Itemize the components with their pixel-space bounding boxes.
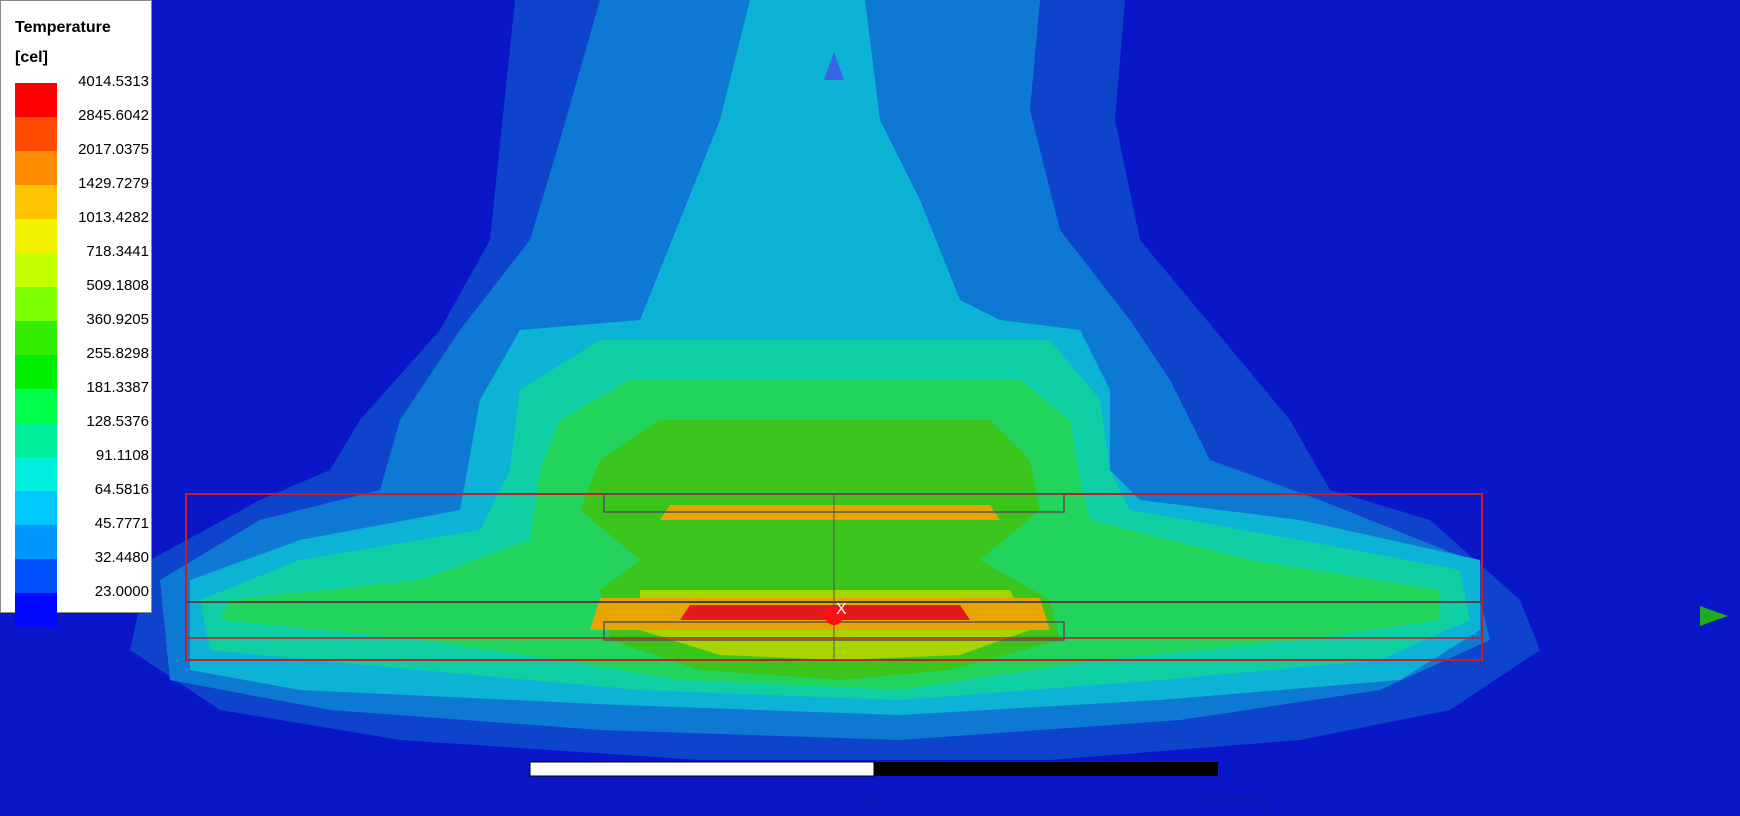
legend-value-label: 23.0000: [94, 583, 149, 600]
legend-swatch: [15, 253, 57, 287]
legend-value-label: 718.3441: [86, 243, 149, 260]
legend-swatch: [15, 219, 57, 253]
legend-value-label: 32.4480: [94, 549, 149, 566]
legend-value-label: 509.1808: [86, 277, 149, 294]
legend-swatch: [15, 355, 57, 389]
legend-swatch: [15, 559, 57, 593]
legend-title: Temperature: [15, 19, 111, 36]
legend-swatch: [15, 117, 57, 151]
legend-value-label: 45.7771: [94, 515, 149, 532]
y-axis-arrow-icon: [824, 52, 844, 80]
scale-label-0: 0: [526, 793, 535, 810]
legend-value-label: 4014.5313: [78, 73, 149, 90]
legend-value-label: 2017.0375: [78, 141, 149, 158]
legend-color-bar: [15, 83, 57, 627]
x-axis-arrow-icon: [1700, 606, 1728, 626]
legend-value-label: 91.1108: [95, 447, 149, 464]
probe-point-marker[interactable]: [825, 607, 843, 625]
legend-value-label: 181.3387: [86, 379, 149, 396]
legend-swatch: [15, 457, 57, 491]
legend-value-label: 1429.7279: [78, 175, 149, 192]
legend-swatch: [15, 491, 57, 525]
legend-swatch: [15, 593, 57, 627]
scale-bar-black: [874, 762, 1218, 776]
legend-value-label: 1013.4282: [78, 209, 149, 226]
legend-value-label: 128.5376: [86, 413, 149, 430]
legend-swatch: [15, 151, 57, 185]
legend-swatch: [15, 525, 57, 559]
contour-middle-red: [680, 605, 970, 620]
scale-label-150: 150: [860, 793, 887, 810]
legend-panel: Temperature [cel] 4014.5313 2845.6042 2017…: [0, 0, 152, 627]
legend-swatch: [15, 321, 57, 355]
legend-swatch: [15, 287, 57, 321]
legend-value-label: 360.9205: [86, 311, 149, 328]
legend-unit: [cel]: [15, 49, 48, 66]
legend-swatch: [15, 423, 57, 457]
probe-point-x: X: [836, 601, 847, 618]
legend-swatch: [15, 83, 57, 117]
legend-value-label: 2845.6042: [78, 107, 149, 124]
legend-value-label: 255.8298: [86, 345, 149, 362]
scale-label-300: 300 (mm): [1200, 793, 1269, 810]
legend-labels: 4014.5313 2845.6042 2017.0375 1429.7279 1013…: [61, 73, 149, 617]
legend-swatch: [15, 185, 57, 219]
scale-bar-white: [529, 761, 875, 777]
legend-value-label: 64.5816: [94, 481, 149, 498]
legend-swatch: [15, 389, 57, 423]
